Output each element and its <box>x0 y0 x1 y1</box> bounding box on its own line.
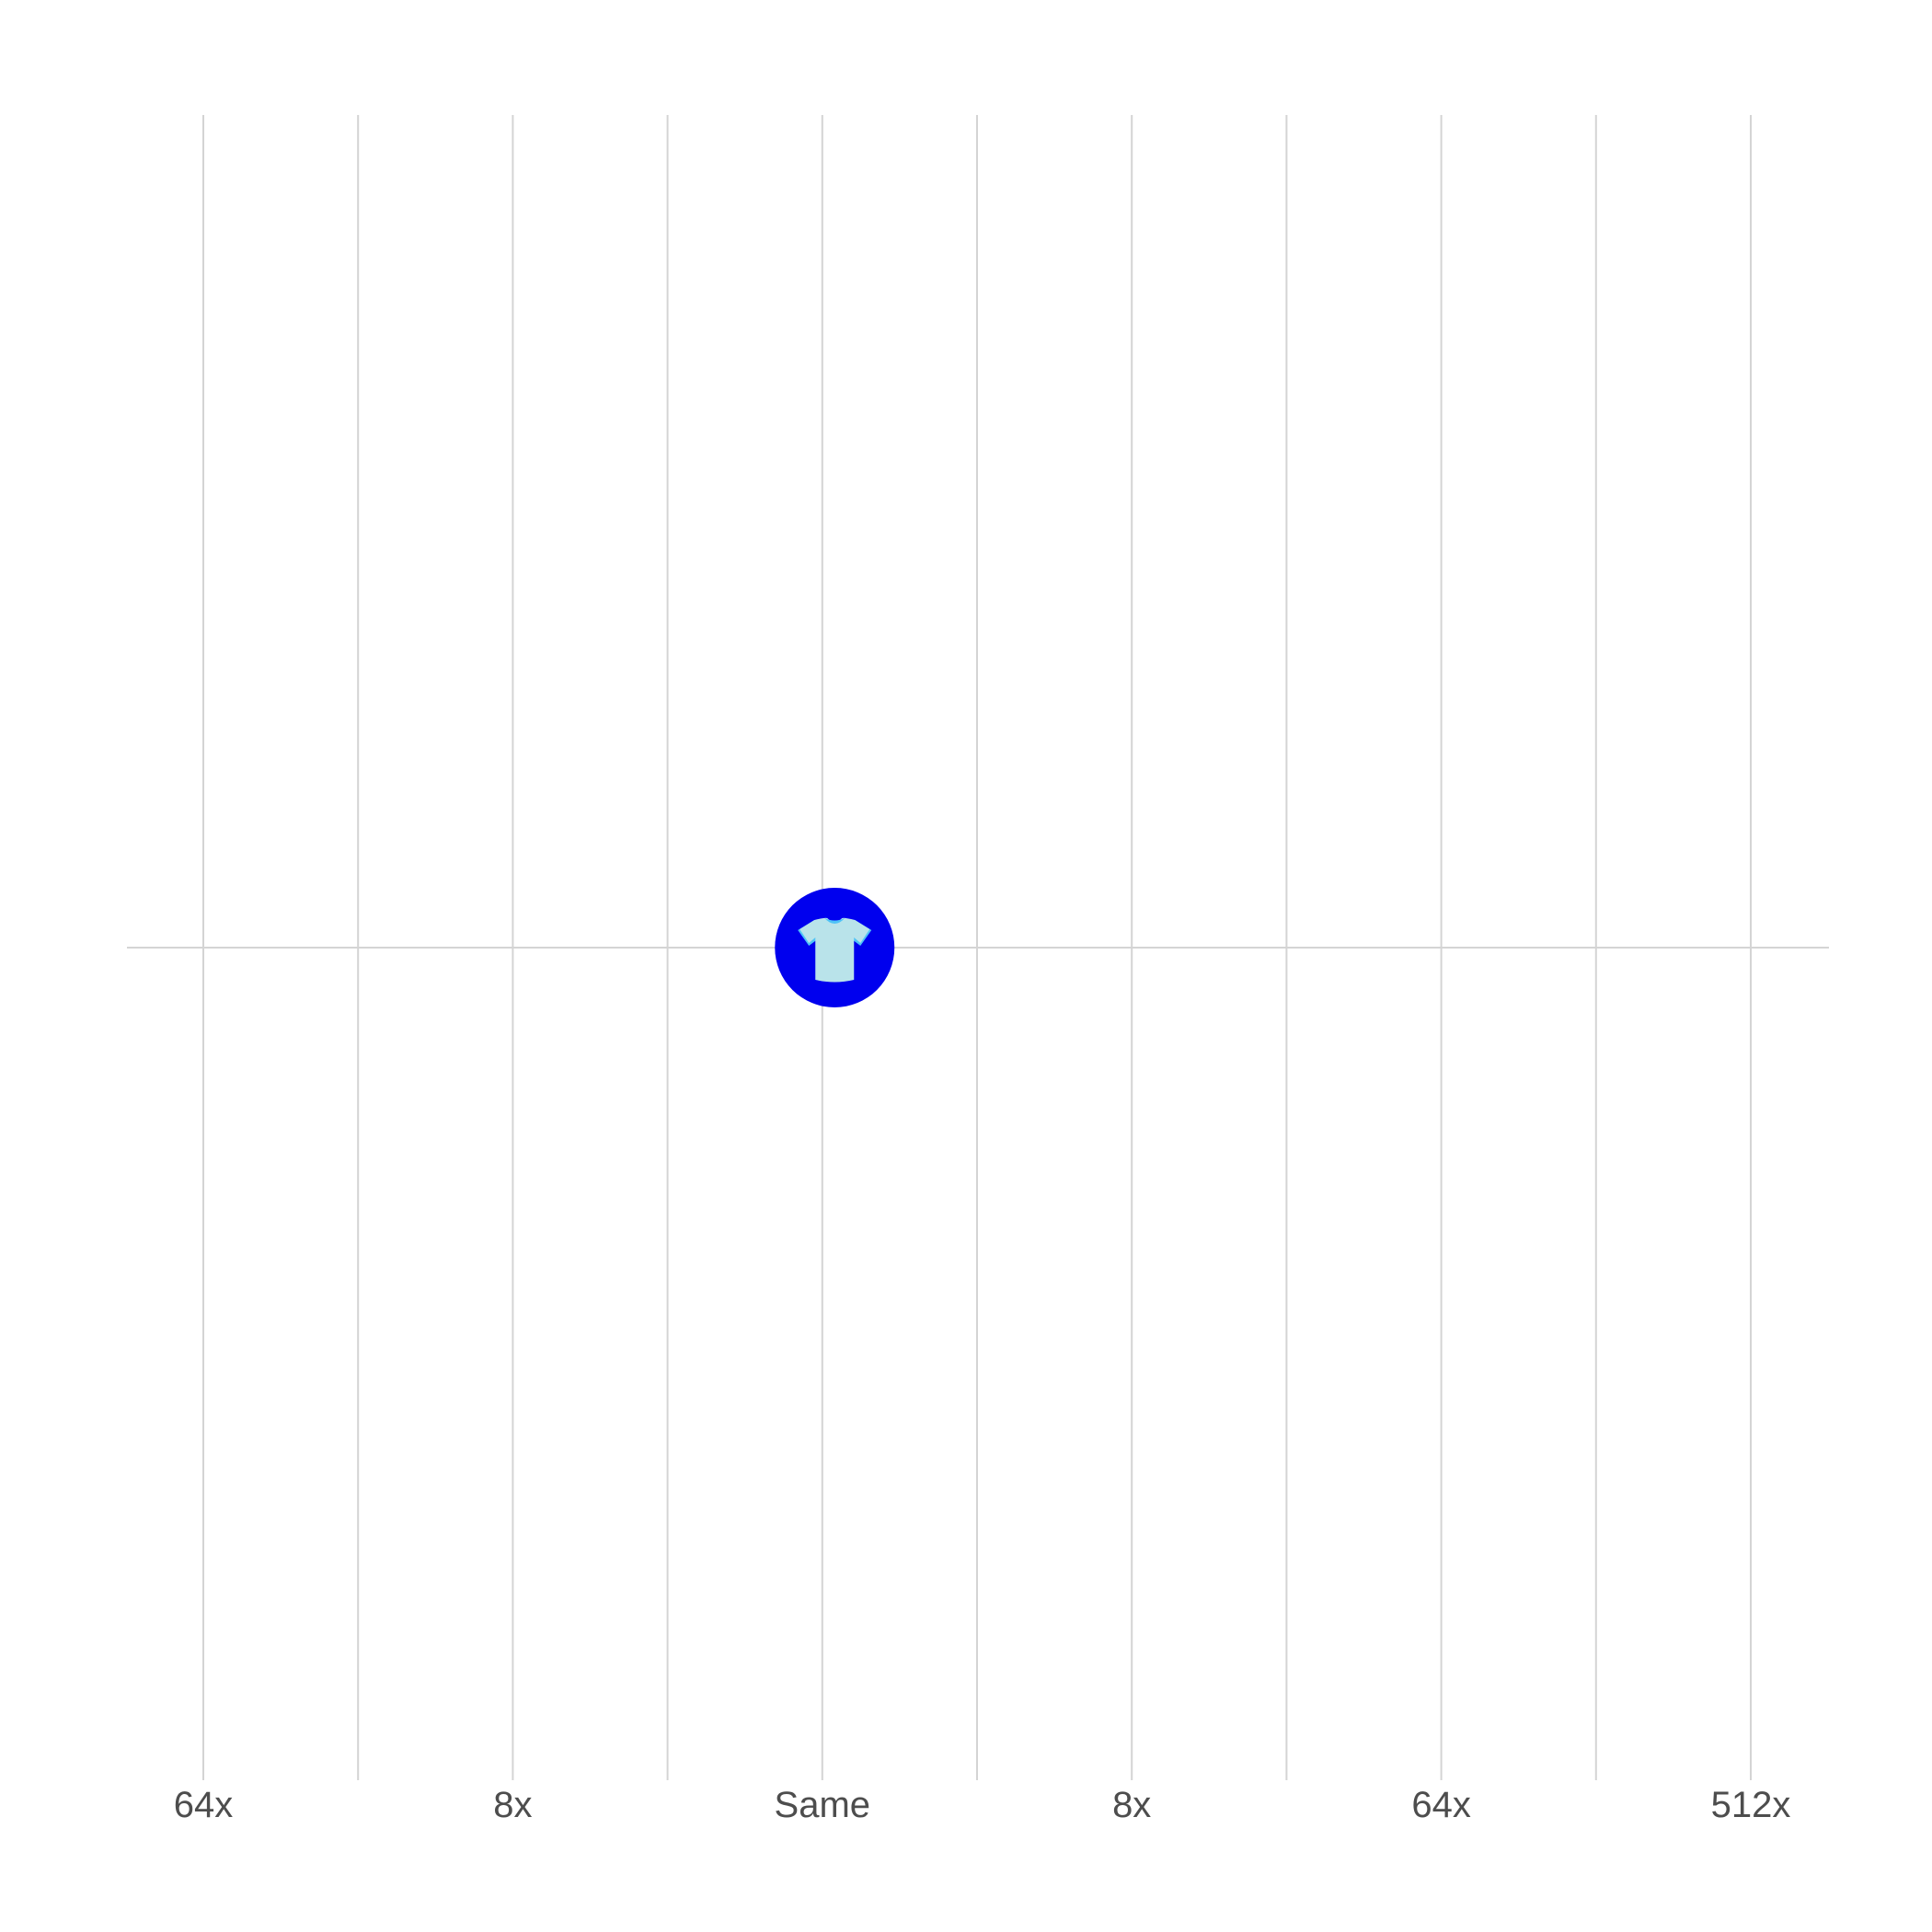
data-point <box>775 888 895 1007</box>
x-tick-label: 64x <box>1411 1785 1471 1825</box>
x-tick-label: 64x <box>174 1785 234 1825</box>
x-tick-labels: 64x 8x Same 8x 64x 512x <box>174 1785 1791 1825</box>
t-shirt-icon <box>798 917 872 983</box>
x-tick-label: Same <box>775 1785 871 1825</box>
x-tick-label: 512x <box>1711 1785 1791 1825</box>
x-tick-label: 8x <box>1112 1785 1151 1825</box>
x-tick-label: 8x <box>493 1785 532 1825</box>
data-points <box>775 888 895 1007</box>
